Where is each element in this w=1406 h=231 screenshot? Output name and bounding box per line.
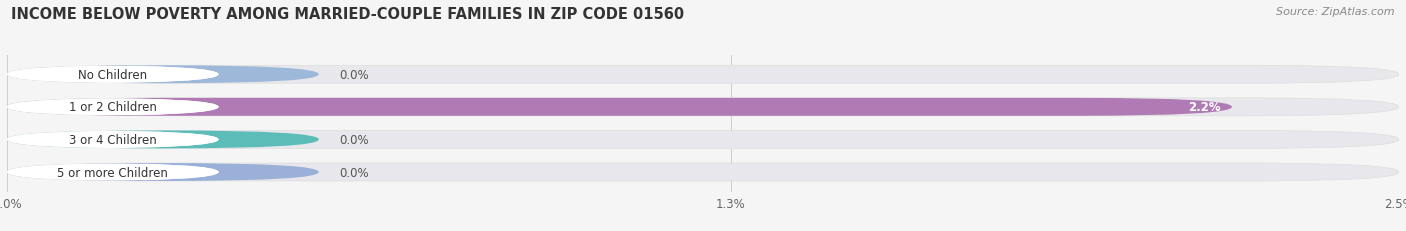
FancyBboxPatch shape — [7, 131, 1399, 149]
FancyBboxPatch shape — [7, 163, 218, 181]
FancyBboxPatch shape — [7, 163, 1399, 181]
FancyBboxPatch shape — [7, 131, 218, 149]
Text: 0.0%: 0.0% — [340, 166, 370, 179]
FancyBboxPatch shape — [7, 98, 218, 116]
Text: 0.0%: 0.0% — [340, 133, 370, 146]
FancyBboxPatch shape — [7, 163, 218, 181]
FancyBboxPatch shape — [7, 66, 218, 84]
FancyBboxPatch shape — [7, 163, 319, 181]
Text: 2.2%: 2.2% — [1188, 101, 1220, 114]
FancyBboxPatch shape — [7, 66, 1399, 84]
FancyBboxPatch shape — [7, 98, 1399, 116]
Text: 3 or 4 Children: 3 or 4 Children — [69, 133, 156, 146]
Text: No Children: No Children — [79, 68, 148, 81]
FancyBboxPatch shape — [7, 131, 319, 149]
FancyBboxPatch shape — [7, 98, 218, 116]
Text: 5 or more Children: 5 or more Children — [58, 166, 169, 179]
Text: Source: ZipAtlas.com: Source: ZipAtlas.com — [1277, 7, 1395, 17]
Text: 0.0%: 0.0% — [340, 68, 370, 81]
FancyBboxPatch shape — [7, 131, 218, 149]
Text: INCOME BELOW POVERTY AMONG MARRIED-COUPLE FAMILIES IN ZIP CODE 01560: INCOME BELOW POVERTY AMONG MARRIED-COUPL… — [11, 7, 685, 22]
FancyBboxPatch shape — [7, 66, 319, 84]
FancyBboxPatch shape — [7, 98, 1232, 116]
FancyBboxPatch shape — [7, 66, 218, 84]
Text: 1 or 2 Children: 1 or 2 Children — [69, 101, 156, 114]
